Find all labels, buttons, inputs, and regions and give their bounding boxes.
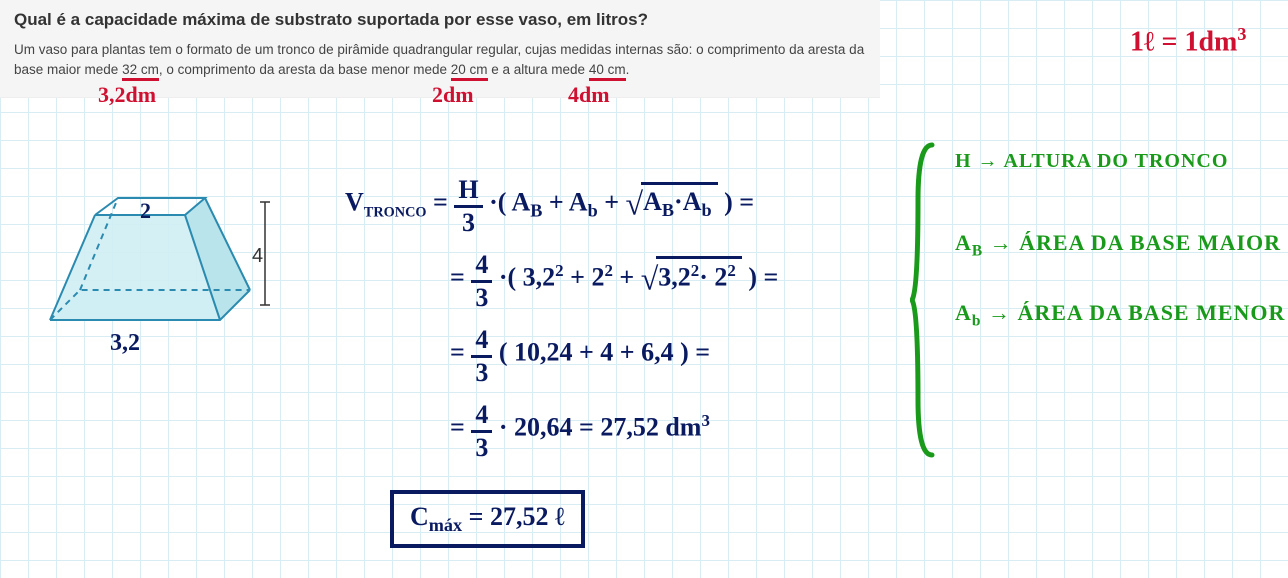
l1-open: ·( A [489,187,530,216]
l2-s2e: 2 [727,261,735,280]
sqrt-B: B [662,201,674,221]
v-sub: TRONCO [364,205,427,221]
l4-mid: · 20,64 = 27,52 dm [499,412,702,441]
l1-b: b [588,201,598,221]
leg-am-pre: A [955,300,972,325]
answer-box: Cmáx = 27,52 ℓ [390,490,585,548]
problem-title: Qual é a capacidade máxima de substrato … [14,10,866,30]
fig-label-height: 4 [252,245,263,268]
legend-h: H → ALTURA DO TRONCO [955,150,1228,173]
sqrt-A1: A [643,187,662,216]
ans-val: = 27,52 ℓ [462,502,565,531]
frac3d: 3 [471,358,492,386]
l3-body: ( 10,24 + 4 + 6,4 ) = [499,337,710,366]
leg-ab-post: → ÁREA DA BASE MAIOR [983,230,1281,255]
frac4d: 3 [471,433,492,461]
fig-label-top: 2 [140,198,151,224]
work-line-3: = 43 ( 10,24 + 4 + 6,4 ) = [450,325,710,384]
work-line-4: = 43 · 20,64 = 27,52 dm3 [450,400,710,459]
l2-s1: 3,2 [658,262,691,291]
l2-sd: · 2 [699,262,727,291]
l2-s1e: 2 [691,261,699,280]
l2-sq1: 2 [555,261,563,280]
sqrt-dot: ·A [674,187,701,216]
l1-B: B [530,201,542,221]
frac4n: 4 [471,402,492,433]
frac-H-den: 3 [454,208,482,236]
leg-am-post: → ÁREA DA BASE MENOR [981,300,1285,325]
frac2d: 3 [471,283,492,311]
l2-m2: + [613,262,641,291]
work-line-1: VTRONCO = H3 ·( AB + Ab + √AB·Ab ) = [345,175,754,234]
frac-H-num: H [454,177,482,208]
annotation-32cm-dm: 3,2dm [98,82,156,108]
l1-p1: + A [542,187,587,216]
legend-ab: AB → ÁREA DA BASE MAIOR [955,230,1281,260]
v-label: V [345,187,364,216]
work-line-2: = 43 ·( 3,22 + 22 + √3,22· 22 ) = [450,250,778,309]
annotation-40cm-dm: 4dm [568,82,610,108]
problem-text: Um vaso para plantas tem o formato de um… [14,40,866,81]
leg-ab-sub: B [972,242,983,259]
frac2n: 4 [471,252,492,283]
annotation-liter-equiv: 1ℓ = 1dm3 [1130,24,1246,58]
problem-text-3: e a altura mede [488,62,589,77]
liter-text: 1ℓ = 1dm [1130,26,1237,57]
l1-close: ) = [718,187,754,216]
l3-pre: = [450,337,471,366]
liter-exp: 3 [1237,24,1246,44]
l1-p2: + [598,187,626,216]
l2-m1: + 2 [564,262,605,291]
value-base-maior: 32 cm [122,62,159,81]
leg-ab-pre: A [955,230,972,255]
problem-text-4: . [626,62,630,77]
frac3n: 4 [471,327,492,358]
eq1: = [427,187,455,216]
l2-pre: = [450,262,471,291]
fig-label-bottom: 3,2 [110,330,140,357]
value-altura: 40 cm [589,62,626,81]
sqrt-b: b [701,201,711,221]
ans-sub: máx [429,515,462,535]
value-base-menor: 20 cm [451,62,488,81]
l2-close: ) = [742,262,778,291]
legend-brace [910,140,940,460]
l4-exp: 3 [701,411,709,430]
ans-C: C [410,502,429,531]
legend-am: Ab → ÁREA DA BASE MENOR [955,300,1285,330]
l2-sq2: 2 [604,261,612,280]
l4-pre: = [450,412,471,441]
annotation-20cm-dm: 2dm [432,82,474,108]
l2-open: ·( 3,2 [499,262,555,291]
problem-text-2: , o comprimento da aresta da base menor … [159,62,451,77]
